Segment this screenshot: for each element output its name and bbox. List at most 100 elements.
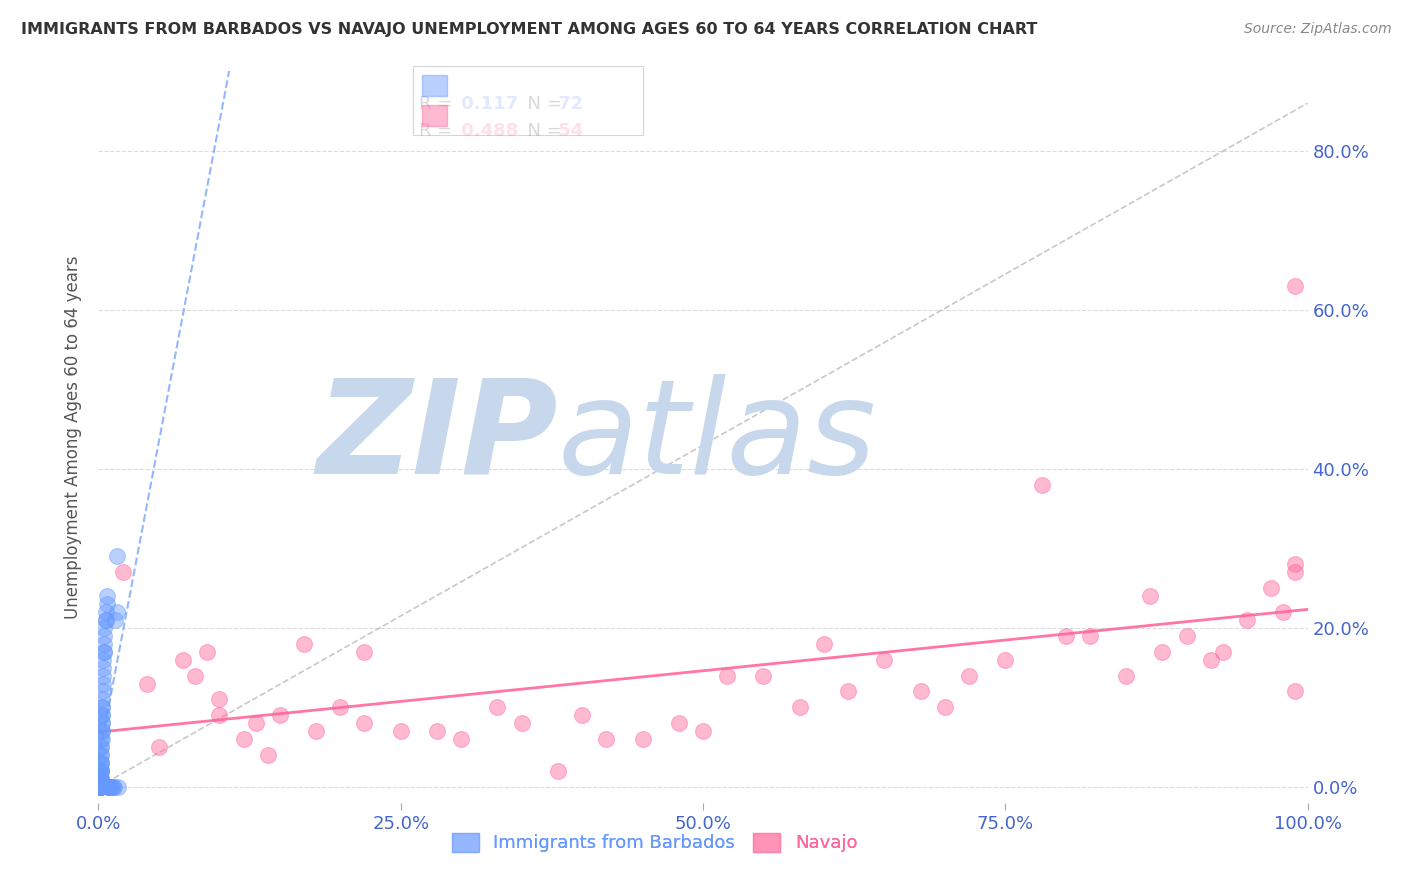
Point xyxy=(89,780,111,794)
Text: 0.488: 0.488 xyxy=(456,122,519,140)
Point xyxy=(93,637,115,651)
Text: 0.117: 0.117 xyxy=(456,95,519,113)
Point xyxy=(89,780,111,794)
Point xyxy=(89,780,111,794)
Point xyxy=(89,780,111,794)
Point xyxy=(101,780,124,794)
Point xyxy=(547,764,569,778)
Point xyxy=(103,780,125,794)
Text: IMMIGRANTS FROM BARBADOS VS NAVAJO UNEMPLOYMENT AMONG AGES 60 TO 64 YEARS CORREL: IMMIGRANTS FROM BARBADOS VS NAVAJO UNEMP… xyxy=(21,22,1038,37)
Point xyxy=(104,613,127,627)
Point xyxy=(1284,566,1306,580)
Point xyxy=(94,613,117,627)
Point xyxy=(91,724,114,739)
Point xyxy=(91,708,114,723)
Point xyxy=(91,700,114,714)
Point xyxy=(692,724,714,739)
Point xyxy=(89,780,111,794)
Point xyxy=(510,716,533,731)
Point xyxy=(1212,645,1234,659)
Point xyxy=(1078,629,1101,643)
Point xyxy=(90,764,112,778)
Point xyxy=(111,566,134,580)
Y-axis label: Unemployment Among Ages 60 to 64 years: Unemployment Among Ages 60 to 64 years xyxy=(65,255,83,619)
Point xyxy=(486,700,509,714)
Point xyxy=(91,692,114,706)
Point xyxy=(1272,605,1295,619)
Point xyxy=(91,684,114,698)
Point xyxy=(1175,629,1198,643)
Point xyxy=(571,708,593,723)
Point xyxy=(90,756,112,770)
Point xyxy=(93,629,115,643)
Point xyxy=(91,732,114,747)
Text: Source: ZipAtlas.com: Source: ZipAtlas.com xyxy=(1244,22,1392,37)
Point xyxy=(305,724,328,739)
Point xyxy=(873,653,896,667)
Point xyxy=(93,645,115,659)
Point xyxy=(89,780,111,794)
Point xyxy=(148,740,170,755)
Point xyxy=(89,780,111,794)
Point xyxy=(90,772,112,786)
Point xyxy=(1260,581,1282,595)
Point xyxy=(837,684,859,698)
Point xyxy=(105,549,128,564)
Point xyxy=(353,645,375,659)
Point xyxy=(595,732,617,747)
Point xyxy=(329,700,352,714)
Point xyxy=(910,684,932,698)
Point xyxy=(90,764,112,778)
Point xyxy=(91,716,114,731)
Point xyxy=(100,780,122,794)
Point xyxy=(98,780,121,794)
Point xyxy=(256,748,278,763)
Point xyxy=(89,780,111,794)
Point xyxy=(89,780,111,794)
Point xyxy=(208,692,231,706)
Point xyxy=(90,756,112,770)
Point xyxy=(93,621,115,635)
Point xyxy=(90,748,112,763)
Point xyxy=(90,772,112,786)
Point xyxy=(1031,477,1053,491)
Point xyxy=(89,772,111,786)
Point xyxy=(89,780,111,794)
Point xyxy=(195,645,218,659)
Point xyxy=(353,716,375,731)
Point xyxy=(292,637,315,651)
Point xyxy=(1115,668,1137,682)
Point xyxy=(89,772,111,786)
Point xyxy=(208,708,231,723)
Point xyxy=(426,724,449,739)
Point xyxy=(91,660,114,674)
Point xyxy=(1054,629,1077,643)
Text: R =: R = xyxy=(419,122,458,140)
Point xyxy=(90,756,112,770)
Text: R =: R = xyxy=(419,95,458,113)
Legend: Immigrants from Barbados, Navajo: Immigrants from Barbados, Navajo xyxy=(444,826,865,860)
Point xyxy=(232,732,254,747)
Point xyxy=(1199,653,1222,667)
Point xyxy=(89,780,111,794)
Point xyxy=(752,668,775,682)
Point xyxy=(1152,645,1174,659)
Point xyxy=(269,708,291,723)
Text: ZIP: ZIP xyxy=(316,374,558,500)
Point xyxy=(100,780,122,794)
Text: 72: 72 xyxy=(551,95,583,113)
Point xyxy=(89,780,111,794)
Point xyxy=(934,700,956,714)
Point xyxy=(1236,613,1258,627)
Point xyxy=(97,780,120,794)
Point xyxy=(1284,558,1306,572)
Point xyxy=(245,716,267,731)
Point xyxy=(184,668,207,682)
Point xyxy=(94,605,117,619)
Point xyxy=(89,780,111,794)
Point xyxy=(668,716,690,731)
Point xyxy=(91,716,114,731)
Point xyxy=(91,653,114,667)
Point xyxy=(957,668,980,682)
Point xyxy=(89,780,111,794)
